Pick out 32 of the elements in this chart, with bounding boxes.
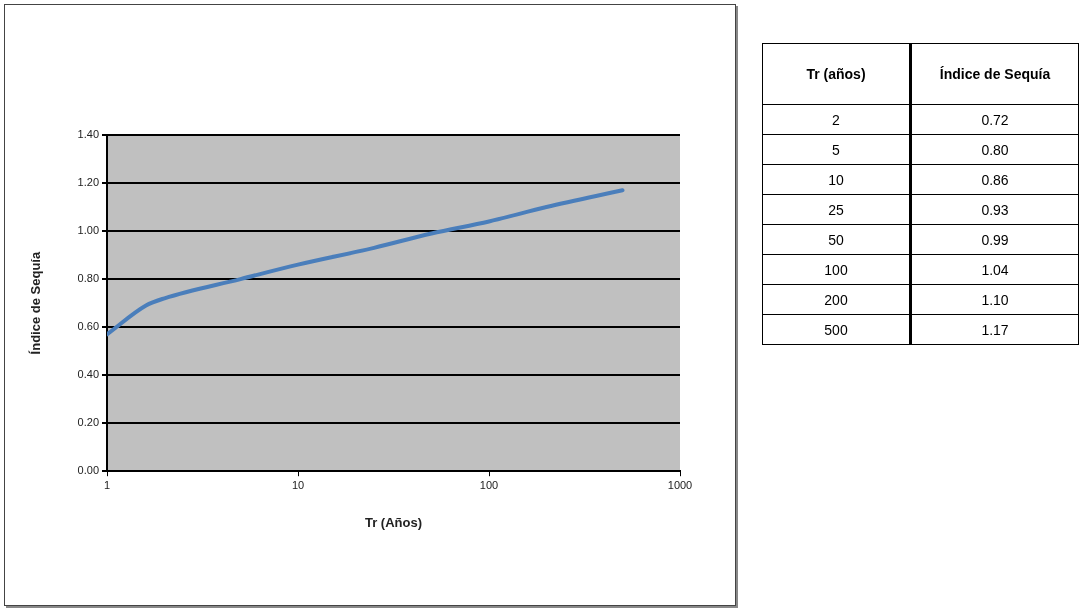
text: 0.80: [910, 134, 1079, 165]
text: 0.99: [910, 224, 1079, 255]
y-tick-label: 0.80: [77, 272, 100, 285]
y-tick-label: 1.20: [77, 176, 100, 189]
text: 500: [762, 314, 911, 345]
text: 25: [762, 194, 911, 225]
text: 0.86: [910, 164, 1079, 195]
x-tick-label: 1000: [667, 478, 693, 491]
x-axis-title: Tr (Años): [364, 514, 423, 530]
y-tick-label: 0.00: [77, 464, 100, 477]
text: 50: [762, 224, 911, 255]
text: 200: [762, 284, 911, 315]
text: 1.04: [910, 254, 1079, 285]
text: 1.17: [910, 314, 1079, 345]
x-tick-label: 10: [291, 478, 305, 491]
y-tick-label: 1.00: [77, 224, 100, 237]
text: Tr (años): [762, 43, 911, 105]
text: 1.10: [910, 284, 1079, 315]
y-tick-label: 0.40: [77, 368, 100, 381]
x-tick-label: 1: [103, 478, 111, 491]
text: 5: [762, 134, 911, 165]
y-tick-label: 0.60: [77, 320, 100, 333]
text: 0.93: [910, 194, 1079, 225]
text: Índice de Sequía: [910, 43, 1079, 105]
text: 100: [762, 254, 911, 285]
text: 2: [762, 104, 911, 135]
y-tick-label: 0.20: [77, 416, 100, 429]
text: 0.72: [910, 104, 1079, 135]
x-tick-label: 100: [479, 478, 499, 491]
text: 10: [762, 164, 911, 195]
y-tick-label: 1.40: [77, 128, 100, 141]
y-axis-title: Índice de Sequía: [28, 251, 44, 355]
